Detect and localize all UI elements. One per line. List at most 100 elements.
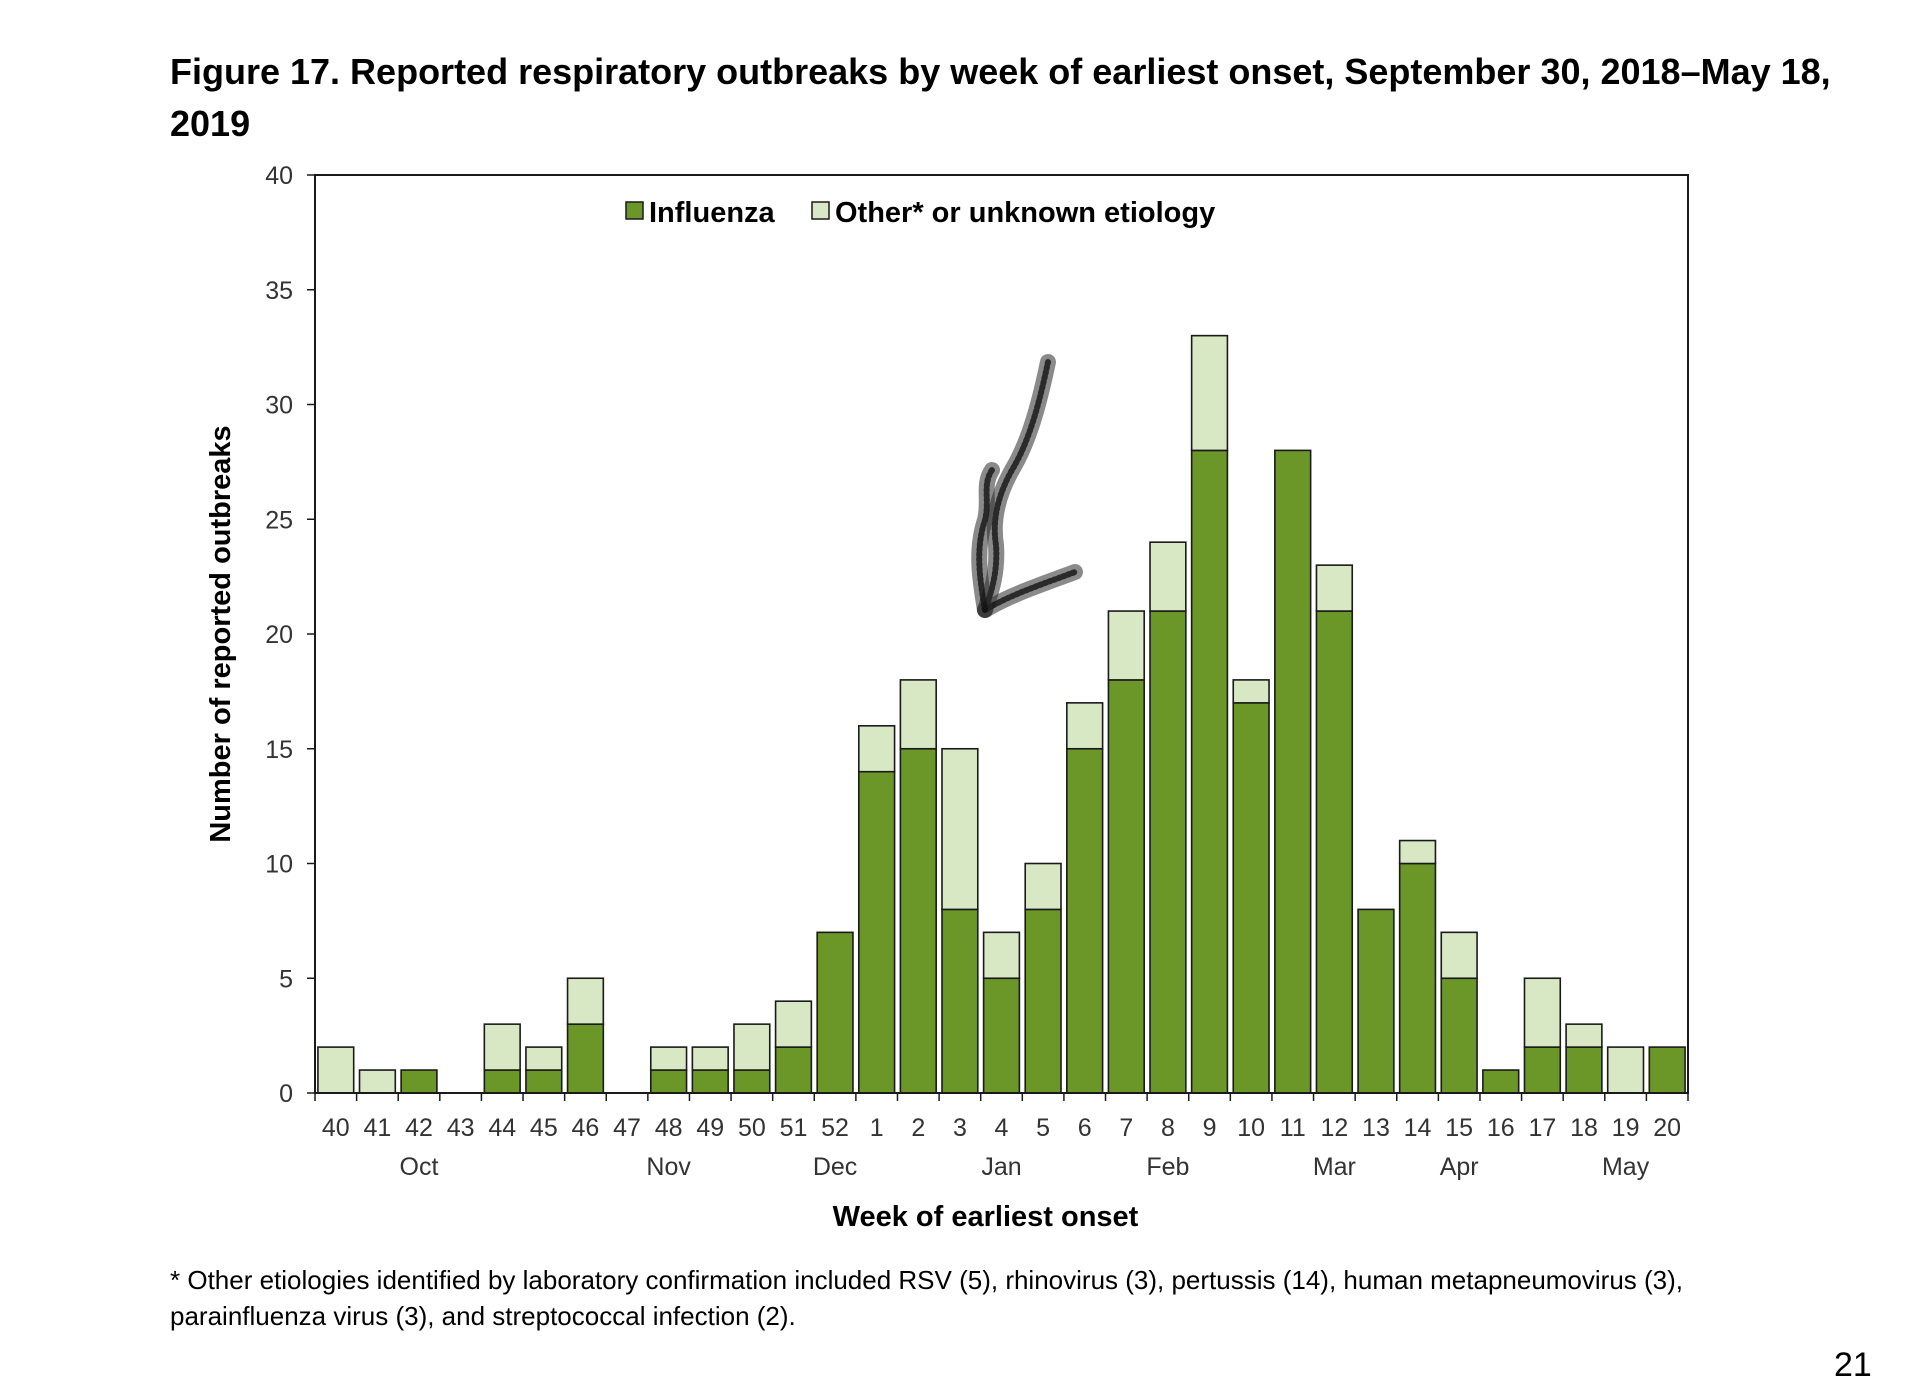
- month-label: Nov: [646, 1153, 691, 1181]
- bar-influenza-week-11: [1274, 449, 1312, 1094]
- bar-influenza-week-6: [1066, 747, 1104, 1094]
- legend-label-other: Other* or unknown etiology: [835, 197, 1215, 229]
- x-axis-title: Week of earliest onset: [833, 1201, 1139, 1233]
- bar-other-week-12: [1315, 564, 1354, 612]
- bar-other-week-9: [1190, 334, 1229, 452]
- bar-influenza-week-15: [1440, 977, 1478, 1094]
- month-label: Oct: [400, 1153, 439, 1181]
- legend: Influenza Other* or unknown etiology: [625, 197, 1215, 229]
- bars-group: [317, 334, 1686, 1094]
- bar-influenza-week-52: [816, 931, 854, 1094]
- month-label: May: [1602, 1153, 1650, 1181]
- bar-influenza-week-13: [1357, 908, 1395, 1094]
- x-tick-label: 10: [1237, 1114, 1265, 1142]
- x-tick-label: 52: [821, 1114, 849, 1142]
- bar-other-week-4: [982, 931, 1021, 980]
- hand-drawn-arrow-annotation: [971, 354, 1083, 618]
- x-tick-label: 14: [1404, 1114, 1432, 1142]
- month-label: Feb: [1146, 1153, 1189, 1181]
- x-tick-label: 47: [613, 1114, 641, 1142]
- scribble-stroke-core: [982, 569, 1078, 613]
- x-tick-label: 49: [696, 1114, 724, 1142]
- bar-influenza-week-49: [691, 1069, 729, 1094]
- bar-other-week-44: [483, 1023, 521, 1071]
- bar-influenza-week-44: [483, 1069, 521, 1094]
- x-tick-label: 4: [995, 1114, 1009, 1142]
- x-tick-label: 50: [738, 1114, 766, 1142]
- x-tick-label: 6: [1078, 1114, 1092, 1142]
- bar-other-week-18: [1565, 1023, 1603, 1048]
- legend-label-influenza: Influenza: [649, 197, 776, 229]
- x-tick-label: 43: [447, 1114, 475, 1142]
- bar-other-week-3: [941, 747, 979, 911]
- x-tick-label: 41: [364, 1114, 392, 1142]
- bar-influenza-week-4: [982, 977, 1021, 1094]
- scribble-stroke-core: [982, 359, 1051, 613]
- bar-other-week-6: [1066, 702, 1104, 750]
- y-tick-label: 10: [265, 851, 293, 879]
- bar-influenza-week-16: [1482, 1069, 1520, 1094]
- x-tick-label: 8: [1161, 1114, 1175, 1142]
- bar-other-week-5: [1024, 862, 1062, 911]
- y-tick-label: 5: [279, 965, 293, 993]
- figure-title: Figure 17. Reported respiratory outbreak…: [170, 51, 1831, 144]
- bar-other-week-17: [1523, 977, 1562, 1048]
- x-axis: 40 41 42 43 44 45 46 47 48 49 50 51 52 1 2 3 4 5 6 7 8 9 10 11 1…: [314, 1093, 1689, 1181]
- month-label: Mar: [1313, 1153, 1356, 1181]
- y-tick-label: 40: [265, 162, 293, 190]
- x-tick-label: 45: [530, 1114, 558, 1142]
- bar-influenza-week-45: [525, 1069, 563, 1094]
- y-tick-label: 20: [265, 621, 293, 649]
- bar-influenza-week-17: [1523, 1046, 1562, 1094]
- bar-other-week-45: [525, 1046, 563, 1071]
- bar-influenza-week-48: [649, 1069, 688, 1094]
- x-tick-label: 18: [1570, 1114, 1598, 1142]
- x-tick-label: 13: [1362, 1114, 1390, 1142]
- month-label: Jan: [981, 1153, 1021, 1181]
- x-tick-label: 1: [870, 1114, 884, 1142]
- x-tick-label: 12: [1320, 1114, 1348, 1142]
- x-tick-label: 40: [322, 1114, 350, 1142]
- x-tick-label: 42: [405, 1114, 433, 1142]
- x-tick-label: 7: [1119, 1114, 1133, 1142]
- bar-influenza-week-51: [774, 1046, 813, 1094]
- y-tick-label: 0: [279, 1080, 293, 1108]
- bar-other-week-14: [1398, 839, 1437, 865]
- x-tick-label: 48: [655, 1114, 683, 1142]
- bar-other-week-41: [358, 1069, 397, 1094]
- x-tick-label: 15: [1445, 1114, 1473, 1142]
- y-tick-label: 15: [265, 736, 293, 764]
- x-tick-label: 5: [1036, 1114, 1050, 1142]
- y-axis: 0 5 10 15 20 25 30 35 40: [265, 162, 315, 1108]
- x-tick-label: 20: [1653, 1114, 1681, 1142]
- bar-influenza-week-1: [857, 770, 896, 1094]
- bar-other-week-19: [1606, 1046, 1645, 1094]
- legend-swatch-influenza: [625, 201, 644, 220]
- bar-other-week-40: [317, 1046, 355, 1094]
- bar-influenza-week-46: [566, 1023, 605, 1094]
- x-tick-label: 9: [1203, 1114, 1217, 1142]
- month-label: Apr: [1440, 1153, 1479, 1181]
- bar-influenza-week-12: [1315, 610, 1354, 1094]
- footnote: * Other etiologies identified by laborat…: [170, 1265, 1684, 1331]
- bar-other-week-46: [566, 977, 605, 1025]
- legend-swatch-other: [811, 201, 830, 220]
- bar-influenza-week-42: [400, 1069, 438, 1094]
- bar-other-week-50: [733, 1023, 771, 1071]
- bar-influenza-week-7: [1107, 679, 1146, 1094]
- scribble-stroke-core: [976, 467, 995, 613]
- y-tick-label: 25: [265, 506, 293, 534]
- x-tick-label: 3: [953, 1114, 967, 1142]
- x-tick-label: 46: [572, 1114, 600, 1142]
- bar-influenza-week-50: [733, 1069, 771, 1094]
- bar-influenza-week-20: [1648, 1046, 1686, 1094]
- bar-influenza-week-2: [899, 747, 937, 1094]
- bar-influenza-week-10: [1232, 702, 1270, 1094]
- x-tick-label: 44: [488, 1114, 516, 1142]
- bar-other-week-10: [1232, 679, 1270, 704]
- bar-other-week-8: [1149, 541, 1187, 612]
- x-tick-label: 17: [1528, 1114, 1556, 1142]
- x-tick-label: 11: [1280, 1114, 1306, 1142]
- bar-other-week-48: [649, 1046, 688, 1071]
